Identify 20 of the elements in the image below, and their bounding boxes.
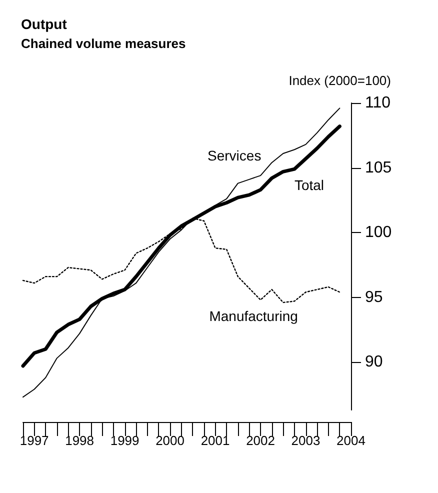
series-label: Services	[208, 147, 262, 164]
chart-title: Output	[21, 16, 68, 32]
chart-subtitle: Chained volume measures	[21, 36, 186, 51]
x-tick-label: 2000	[156, 433, 184, 448]
x-tick-label: 2004	[336, 433, 366, 448]
y-tick-label: 95	[365, 288, 383, 306]
series-label: Manufacturing	[209, 308, 298, 324]
line-series	[22, 108, 340, 398]
y-tick-label: 90	[365, 354, 383, 371]
x-tick-label: 2002	[246, 433, 275, 448]
x-tick-label: 1997	[20, 433, 49, 448]
y-tick-label: 105	[365, 159, 392, 176]
y-tick-label: 110	[365, 94, 391, 112]
x-tick-label: 2001	[200, 433, 230, 448]
y-axis-title: Index (2000=100)	[288, 73, 391, 88]
y-tick-label: 100	[365, 224, 392, 242]
x-tick-label: 1998	[65, 433, 94, 448]
series-label: Total	[294, 177, 324, 194]
x-tick-label: 2003	[291, 433, 320, 448]
x-tick-label: 1999	[110, 433, 140, 448]
